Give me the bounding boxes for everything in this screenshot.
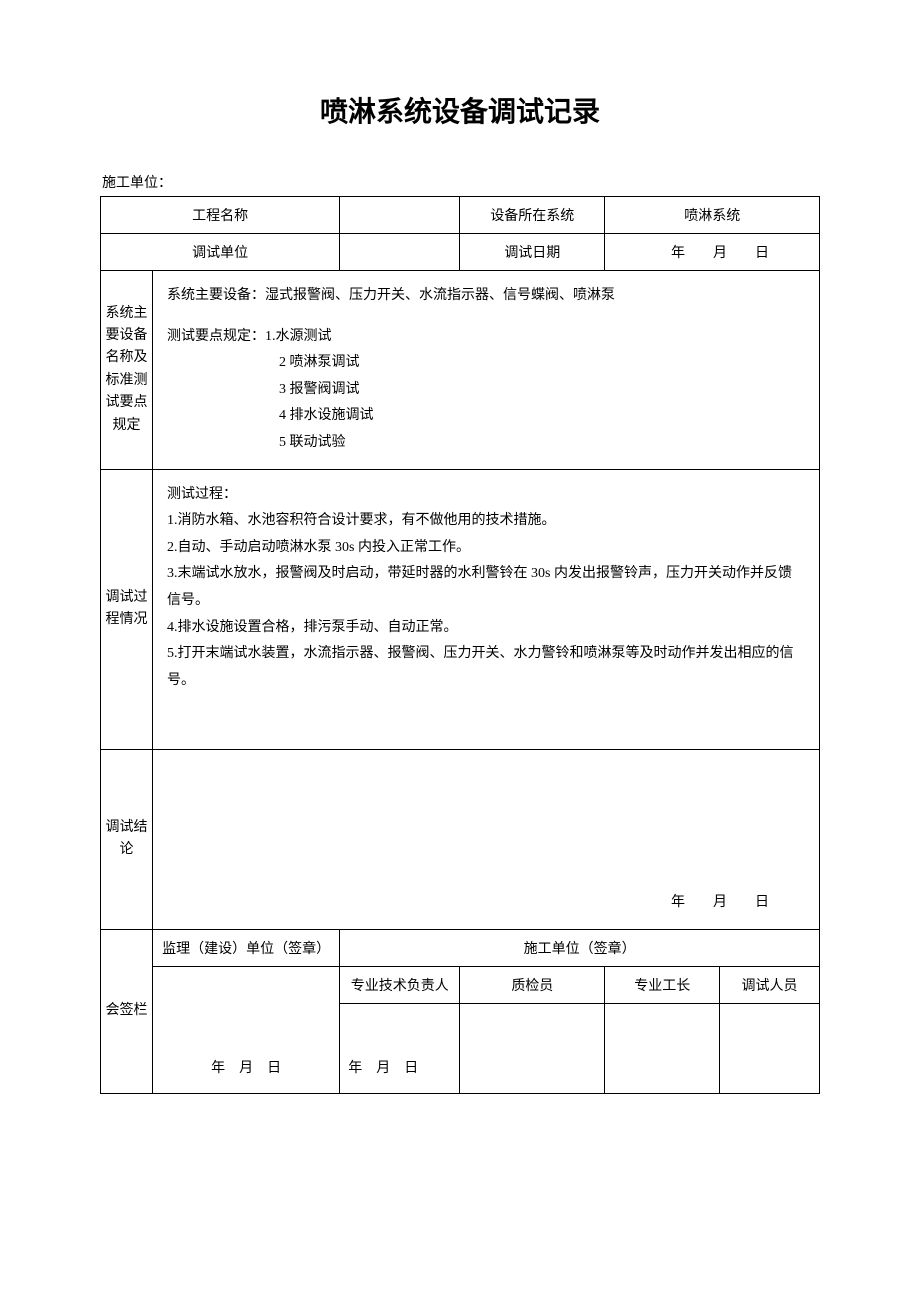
test-point: 4 排水设施调试 <box>167 403 805 430</box>
system-label: 设备所在系统 <box>460 197 605 234</box>
supervisor-date: 年 月 日 <box>153 966 340 1093</box>
foreman-label: 专业工长 <box>605 966 720 1003</box>
table-row: 年 月 日 专业技术负责人 质检员 专业工长 调试人员 <box>101 966 820 1003</box>
vertical-text: 会签栏 <box>106 1003 148 1018</box>
project-name-value <box>340 197 460 234</box>
process-line: 2.自动、手动启动喷淋水泵 30s 内投入正常工作。 <box>167 535 805 562</box>
equipment-label: 系统主要设备名称及标准测试要点规定 <box>101 271 153 470</box>
test-point: 5 联动试验 <box>167 430 805 457</box>
equipment-line: 系统主要设备：湿式报警阀、压力开关、水流指示器、信号蝶阀、喷淋泵 <box>167 283 805 310</box>
vertical-text: 系统主要设备名称及标准测试要点规定 <box>106 306 148 433</box>
inspector-cell <box>460 1003 605 1093</box>
table-row: 系统主要设备名称及标准测试要点规定 系统主要设备：湿式报警阀、压力开关、水流指示… <box>101 271 820 470</box>
tech-head-date: 年 月 日 <box>340 1003 460 1093</box>
supervisor-header: 监理（建设）单位（签章） <box>153 929 340 966</box>
construction-header: 施工单位（签章） <box>340 929 820 966</box>
signature-label: 会签栏 <box>101 929 153 1093</box>
table-row: 调试单位 调试日期 年 月 日 <box>101 234 820 271</box>
system-value: 喷淋系统 <box>605 197 820 234</box>
conclusion-date: 年 月 日 <box>671 895 769 910</box>
process-line: 3.末端试水放水，报警阀及时启动，带延时器的水利警铃在 30s 内发出报警铃声，… <box>167 561 805 614</box>
project-name-label: 工程名称 <box>101 197 340 234</box>
debugger-label: 调试人员 <box>720 966 820 1003</box>
contractor-label: 施工单位： <box>100 172 820 192</box>
debugger-cell <box>720 1003 820 1093</box>
debug-date-value: 年 月 日 <box>605 234 820 271</box>
table-row: 会签栏 监理（建设）单位（签章） 施工单位（签章） <box>101 929 820 966</box>
debug-date-label: 调试日期 <box>460 234 605 271</box>
test-intro: 测试要点规定：1.水源测试 <box>167 324 805 351</box>
inspector-label: 质检员 <box>460 966 605 1003</box>
process-content: 测试过程： 1.消防水箱、水池容积符合设计要求，有不做他用的技术措施。 2.自动… <box>153 469 820 749</box>
process-line: 1.消防水箱、水池容积符合设计要求，有不做他用的技术措施。 <box>167 508 805 535</box>
conclusion-label: 调试结论 <box>101 749 153 929</box>
table-row: 调试过程情况 测试过程： 1.消防水箱、水池容积符合设计要求，有不做他用的技术措… <box>101 469 820 749</box>
debug-unit-value <box>340 234 460 271</box>
equipment-content: 系统主要设备：湿式报警阀、压力开关、水流指示器、信号蝶阀、喷淋泵 测试要点规定：… <box>153 271 820 470</box>
debug-unit-label: 调试单位 <box>101 234 340 271</box>
vertical-text: 调试结论 <box>106 820 148 857</box>
process-line: 测试过程： <box>167 482 805 509</box>
conclusion-content: 年 月 日 <box>153 749 820 929</box>
table-row: 工程名称 设备所在系统 喷淋系统 <box>101 197 820 234</box>
process-line: 4.排水设施设置合格，排污泵手动、自动正常。 <box>167 615 805 642</box>
foreman-cell <box>605 1003 720 1093</box>
process-line: 5.打开末端试水装置，水流指示器、报警阀、压力开关、水力警铃和喷淋泵等及时动作并… <box>167 641 805 694</box>
tech-head-label: 专业技术负责人 <box>340 966 460 1003</box>
table-row: 调试结论 年 月 日 <box>101 749 820 929</box>
main-table: 工程名称 设备所在系统 喷淋系统 调试单位 调试日期 年 月 日 系统主要设备名… <box>100 196 820 1094</box>
vertical-text: 调试过程情况 <box>106 590 148 627</box>
document-title: 喷淋系统设备调试记录 <box>100 90 820 130</box>
test-point: 2 喷淋泵调试 <box>167 350 805 377</box>
test-point: 3 报警阀调试 <box>167 377 805 404</box>
process-label: 调试过程情况 <box>101 469 153 749</box>
